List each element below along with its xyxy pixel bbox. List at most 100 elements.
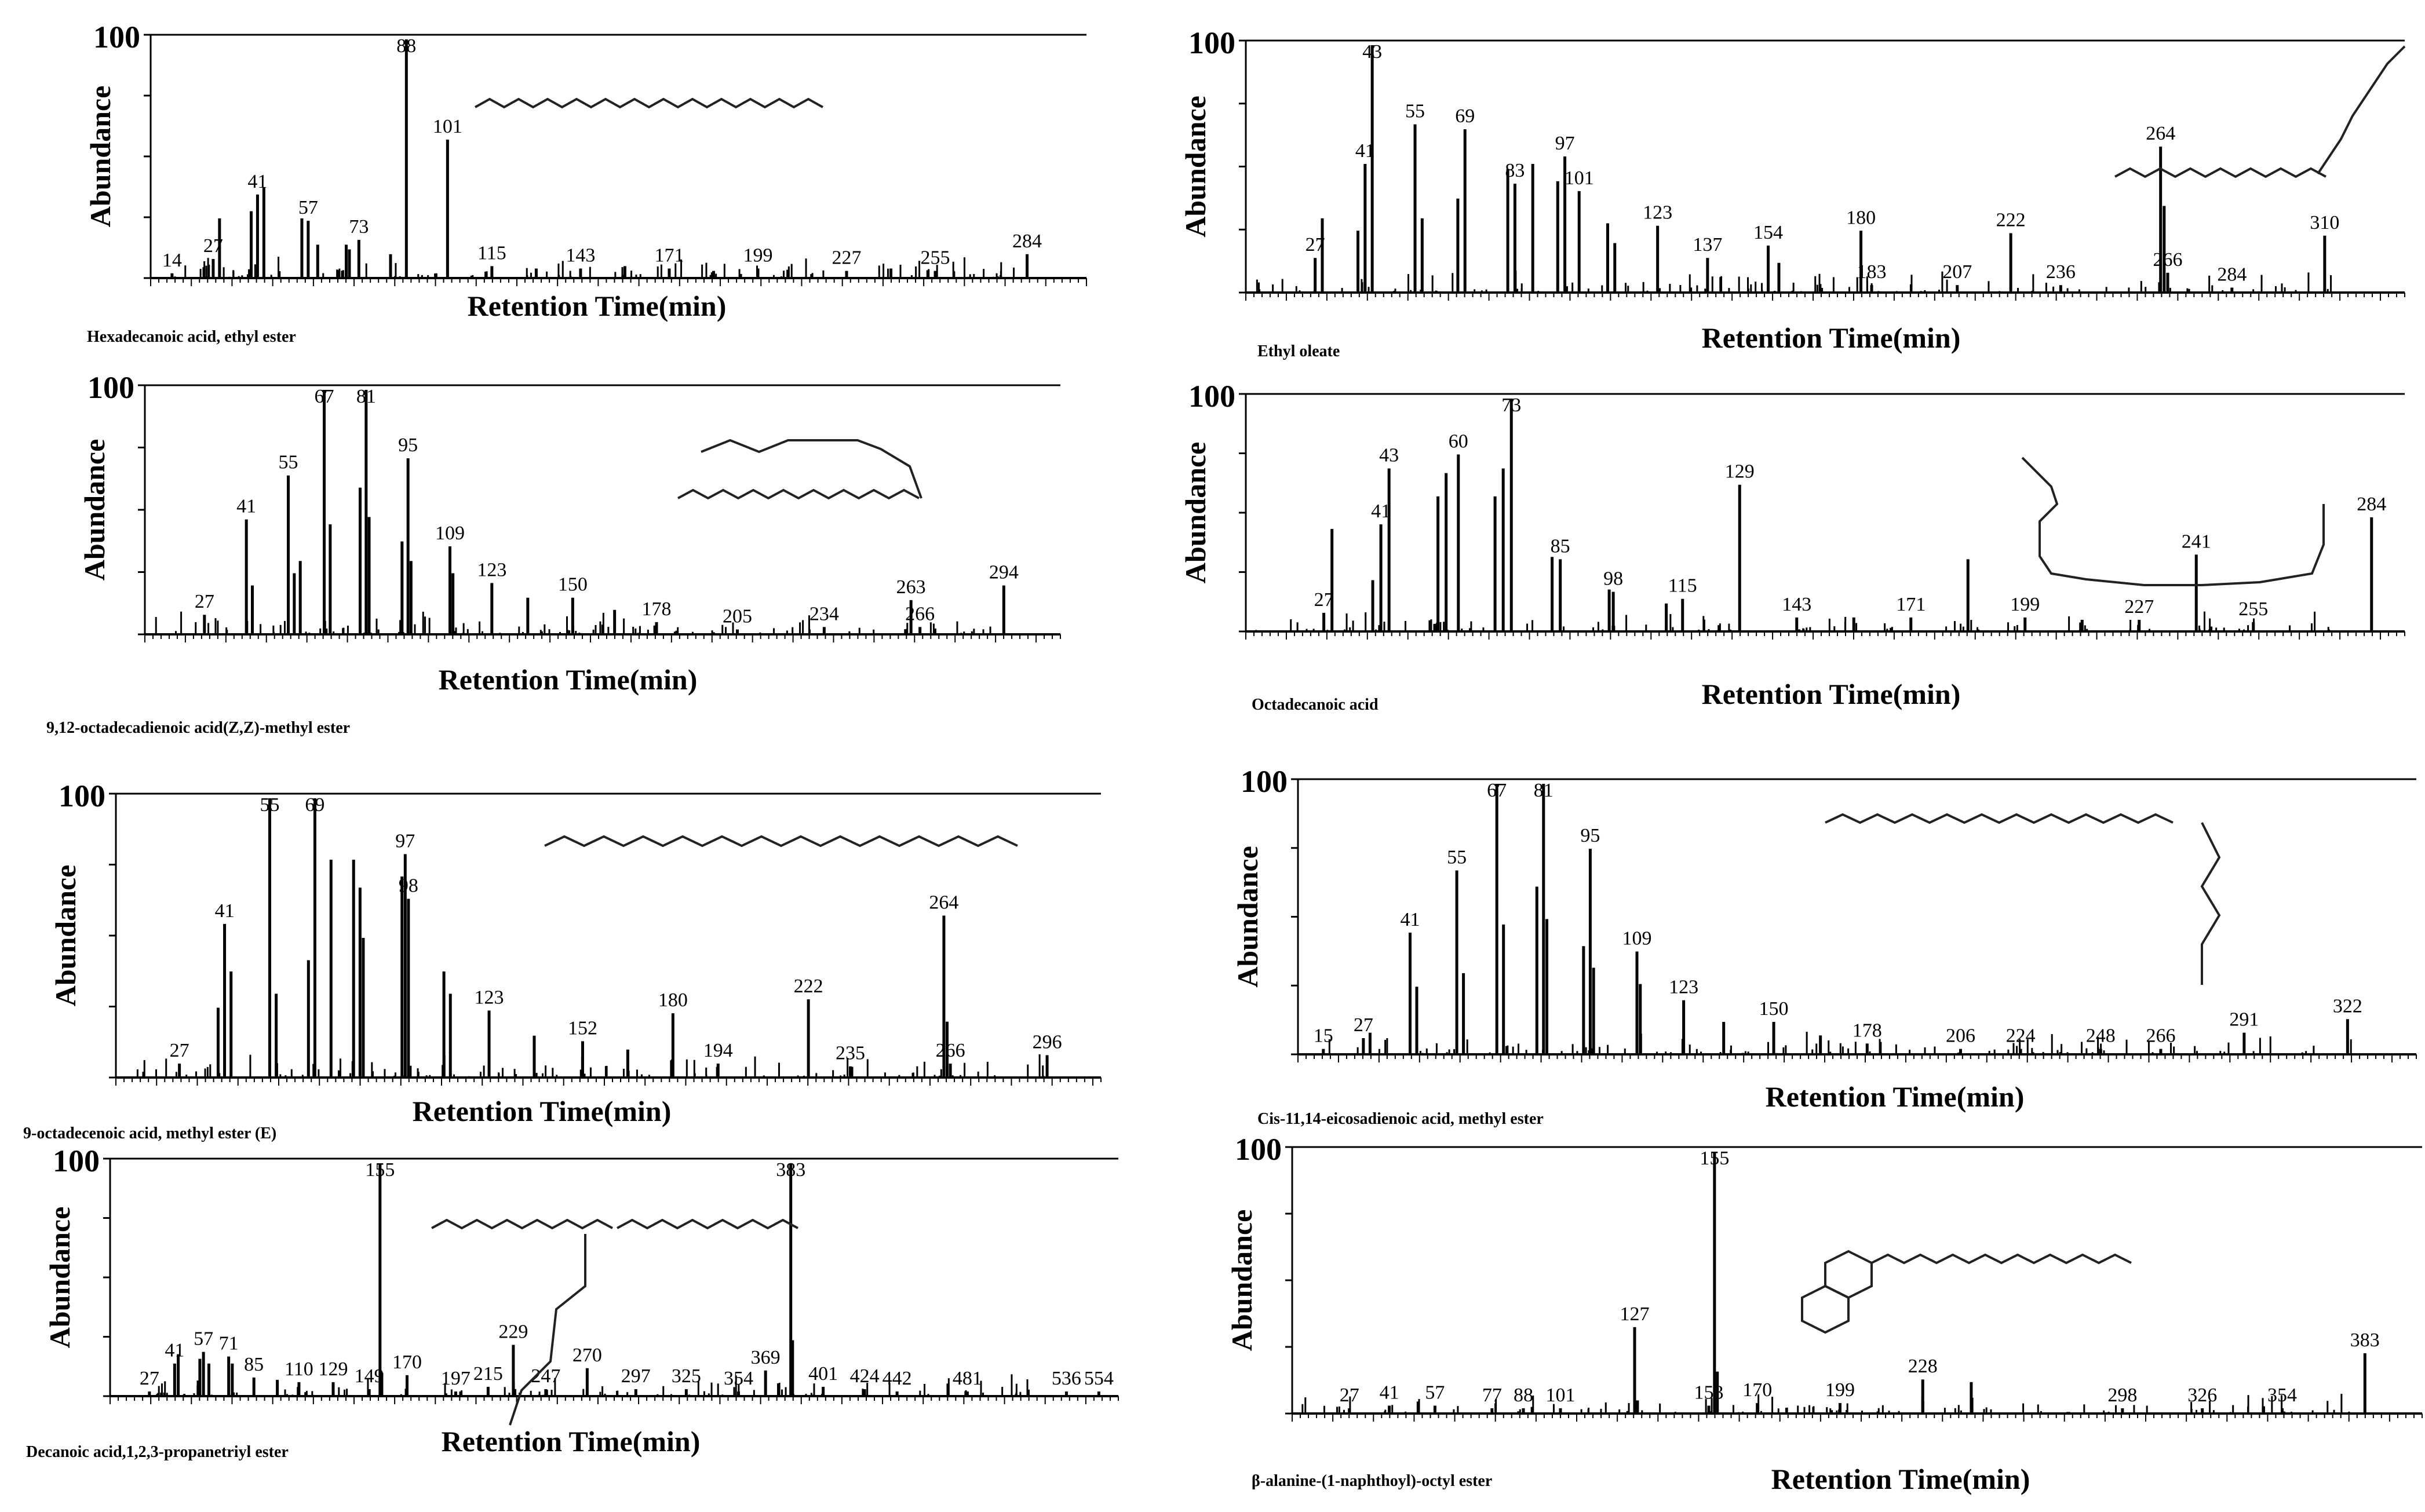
compound-name: β-alanine-(1-naphthoyl)-octyl ester [1252, 1472, 1492, 1490]
y-max-label: 100 [59, 779, 105, 813]
y-max-label: 100 [1235, 1132, 1282, 1167]
peak-label: 41 [1400, 909, 1420, 930]
peak-label: 228 [1908, 1356, 1938, 1377]
peak-label: 229 [498, 1321, 528, 1343]
peak-label: 153 [1694, 1382, 1724, 1403]
peak-label: 383 [776, 1159, 805, 1181]
peak-label: 15 [1314, 1025, 1333, 1047]
peak-label: 199 [1825, 1379, 1855, 1401]
structure-naphthoyl-alanine [1801, 1250, 2132, 1334]
peak-label: 171 [1896, 594, 1926, 615]
peak-label: 155 [365, 1159, 395, 1181]
peak-label: 481 [953, 1368, 982, 1389]
peak-label: 101 [433, 116, 462, 137]
y-max-label: 100 [1241, 764, 1288, 799]
peak-label: 41 [1380, 1382, 1399, 1403]
y-axis-label: Abundance [1179, 442, 1212, 584]
peak-label: 123 [1643, 202, 1672, 224]
peak-label: 154 [1753, 222, 1783, 243]
peak-label: 81 [1534, 780, 1554, 801]
peak-label: 215 [473, 1363, 503, 1385]
peak-label: 248 [2086, 1025, 2116, 1047]
compound-name: 9-octadecenoic acid, methyl ester (E) [23, 1124, 276, 1142]
peak-label: 266 [905, 603, 935, 624]
peak-label: 43 [1362, 41, 1382, 63]
peak-label: 101 [1565, 167, 1594, 189]
peak-label: 143 [1782, 594, 1811, 615]
peak-label: 73 [1501, 395, 1521, 416]
compound-name: Hexadecanoic acid, ethyl ester [87, 328, 296, 346]
peak-label: 235 [836, 1043, 865, 1064]
structure-ethyl-oleate [2114, 45, 2406, 178]
peak-label: 224 [2006, 1025, 2036, 1047]
peak-label: 67 [1487, 780, 1507, 801]
peak-label: 123 [1669, 977, 1698, 998]
peak-label: 152 [568, 1017, 597, 1039]
peak-label: 227 [832, 247, 862, 269]
peak-label: 14 [162, 250, 182, 271]
peak-label: 137 [1693, 234, 1722, 255]
peak-label: 27 [1306, 234, 1325, 255]
peak-label: 554 [1084, 1368, 1114, 1389]
y-axis-label: Abundance [1179, 96, 1212, 238]
peak-label: 241 [2182, 531, 2211, 552]
peak-label: 207 [1942, 261, 1972, 283]
peak-label: 297 [621, 1365, 651, 1387]
x-axis-label: Retention Time(min) [1771, 1463, 2030, 1495]
peak-label: 88 [1514, 1385, 1533, 1406]
peak-label: 180 [658, 989, 688, 1011]
peak-label: 55 [1447, 846, 1467, 868]
y-axis-label: Abundance [84, 86, 116, 228]
chart-panel-1: 100 Abundance Retention Time(min) Hexadecan… [84, 20, 1087, 346]
peak-label: 150 [558, 574, 588, 596]
peak-label: 255 [2238, 598, 2268, 620]
x-axis-label: Retention Time(min) [1702, 678, 1961, 710]
peak-label: 284 [1012, 231, 1042, 252]
x-axis-label: Retention Time(min) [468, 290, 727, 322]
peak-label: 41 [236, 496, 256, 517]
peak-label: 109 [435, 523, 465, 544]
peak-label: 227 [2124, 596, 2154, 618]
peak-label: 536 [1052, 1368, 1081, 1389]
peak-label: 170 [1742, 1379, 1772, 1401]
peak-label: 143 [566, 245, 595, 266]
chart-panel-6: 100 Abundance Retention Time(min) Cis-11,14… [1231, 764, 2417, 1128]
peak-label: 155 [1700, 1148, 1729, 1169]
peak-label: 178 [642, 598, 672, 620]
peak-label: 234 [809, 603, 839, 624]
chart-panel-7: 100 Abundance Retention Time(min) Decanoic … [26, 1144, 1119, 1461]
peak-label: 326 [2187, 1385, 2217, 1406]
peak-label: 222 [1996, 210, 2026, 231]
peak-label: 41 [1355, 140, 1375, 162]
peak-label: 27 [1314, 589, 1334, 611]
peak-label: 291 [2229, 1009, 2259, 1031]
peak-label: 266 [2153, 249, 2183, 271]
peak-label: 322 [2333, 995, 2362, 1017]
peak-label: 263 [896, 576, 926, 598]
peak-label: 264 [929, 892, 958, 913]
peak-label: 296 [1033, 1031, 1062, 1053]
chart-panel-5: 100 Abundance Retention Time(min) 9-octadec… [23, 779, 1102, 1142]
peak-label: 41 [247, 171, 267, 192]
peak-label: 97 [395, 830, 415, 852]
peak-label: 183 [1857, 261, 1887, 283]
compound-name: 9,12-octadecadienoic acid(Z,Z)-methyl es… [46, 719, 350, 737]
peak-label: 325 [672, 1365, 701, 1387]
y-axis-label: Abundance [49, 865, 82, 1007]
peak-label: 27 [1340, 1385, 1359, 1406]
peak-label: 85 [1551, 535, 1570, 557]
peak-label: 83 [1505, 160, 1525, 181]
peak-label: 88 [396, 35, 416, 57]
peak-label: 354 [724, 1368, 753, 1389]
peak-label: 110 [285, 1358, 313, 1380]
peak-label: 180 [1846, 207, 1876, 228]
peak-label: 41 [215, 900, 235, 922]
y-max-label: 100 [87, 370, 134, 405]
peak-label: 424 [850, 1365, 880, 1387]
peak-label: 115 [477, 242, 506, 264]
peak-label: 205 [723, 606, 752, 627]
peak-label: 236 [2046, 261, 2076, 283]
peak-label: 255 [921, 247, 950, 269]
compound-name: Octadecanoic acid [1252, 696, 1379, 714]
